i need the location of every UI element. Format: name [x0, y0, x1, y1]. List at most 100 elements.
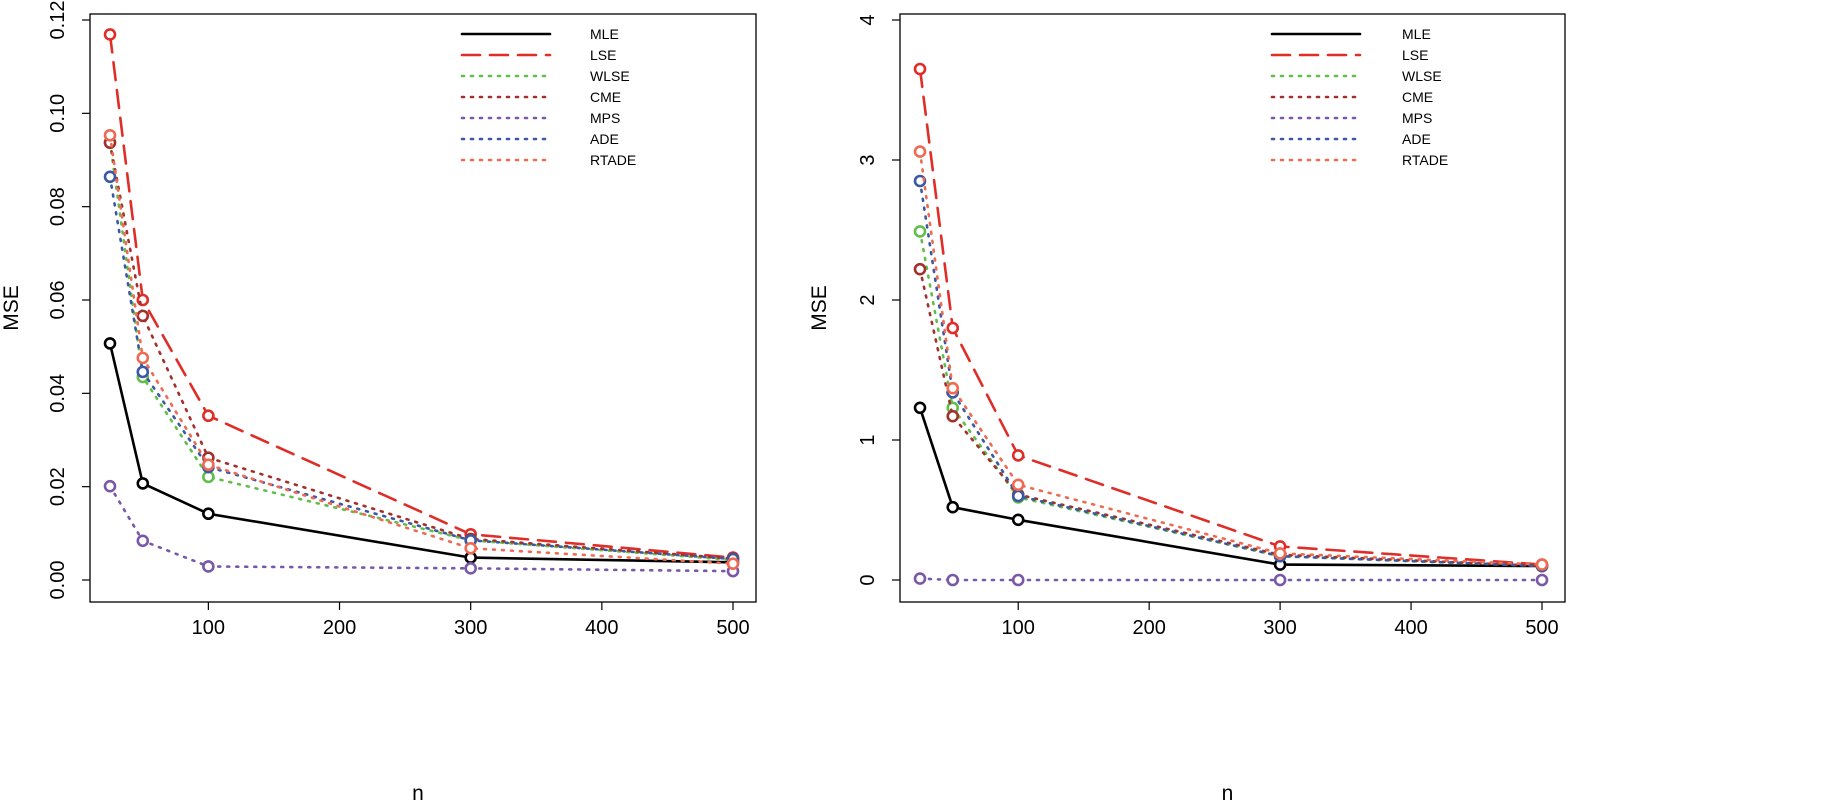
data-point: [1011, 513, 1025, 527]
series-rtade: [103, 128, 740, 570]
data-point: [103, 479, 117, 493]
x-tick-label: 100: [1002, 617, 1035, 639]
series-ade: [913, 174, 1549, 573]
x-tick-label: 300: [1263, 617, 1296, 639]
series-mle: [913, 401, 1549, 573]
series-rtade: [913, 145, 1549, 571]
series-lse: [913, 62, 1549, 571]
data-point: [136, 365, 150, 379]
data-point: [946, 573, 960, 587]
x-tick-label: 300: [454, 617, 487, 639]
data-point: [1273, 547, 1287, 560]
plot-frame: [89, 13, 757, 603]
data-point: [1535, 558, 1549, 571]
legend-label: ADE: [590, 131, 619, 147]
legend-label: WLSE: [590, 68, 630, 84]
data-point: [136, 351, 150, 365]
legend-label: LSE: [590, 47, 616, 63]
data-point: [726, 557, 740, 570]
y-axis-title: MSE: [0, 285, 23, 331]
legend-label: RTADE: [1402, 152, 1448, 168]
data-point: [202, 560, 215, 573]
data-point: [913, 572, 927, 585]
legend-label: MPS: [1402, 110, 1432, 126]
y-axis-title: MSE: [808, 285, 831, 331]
legend-label: CME: [590, 89, 621, 105]
series-lse: [103, 28, 740, 564]
legend-label: MPS: [590, 110, 620, 126]
series-line: [108, 175, 735, 561]
legend: MLE LSE WLSE CME MPS ADE RTADE: [1270, 26, 1448, 168]
data-point: [913, 401, 927, 415]
data-point: [913, 262, 927, 276]
y-tick-label: 0.08: [47, 187, 69, 226]
data-point: [202, 458, 215, 472]
data-point: [1273, 573, 1287, 587]
y-tick-label: 0.02: [47, 467, 69, 506]
series-line: [108, 140, 735, 562]
series-ade: [103, 170, 740, 566]
data-point: [1011, 449, 1025, 462]
data-point: [913, 225, 927, 238]
series-cme: [913, 262, 1549, 573]
legend-label: MLE: [590, 26, 619, 42]
y-tick-label: 4: [857, 14, 879, 25]
legend-label: RTADE: [590, 152, 636, 168]
y-tick-label: 0.12: [47, 1, 69, 40]
series-line: [108, 133, 735, 565]
data-point: [946, 500, 960, 514]
plot-frame: [899, 13, 1566, 603]
data-point: [103, 128, 117, 142]
legend-label: WLSE: [1402, 68, 1442, 84]
x-tick-label: 100: [192, 617, 225, 639]
data-point: [913, 145, 927, 158]
legend-label: ADE: [1402, 131, 1431, 147]
chart-1: 100 200 300 400 500 n 0.00 0.02 0.04 0.06 0.08 0.10…: [0, 1, 757, 805]
series-mps: [913, 572, 1549, 587]
data-point: [1535, 573, 1549, 587]
data-point: [1011, 478, 1025, 492]
data-point: [136, 534, 150, 548]
legend-label: CME: [1402, 89, 1433, 105]
series-line: [918, 150, 1544, 566]
x-tick-label: 500: [1525, 617, 1558, 639]
y-tick-label: 0.00: [47, 561, 69, 600]
data-point: [202, 507, 215, 521]
chart-2: 100 200 300 400 500 n 0 1 2 3 4 MSE MLE LSE WLSE CME MPS…: [808, 13, 1566, 805]
data-point: [464, 562, 477, 575]
series-wlse: [103, 135, 740, 567]
x-tick-label: 400: [585, 617, 618, 639]
legend-label: LSE: [1402, 47, 1428, 63]
x-axis-title: n: [1222, 782, 1234, 805]
x-tick-label: 200: [323, 617, 356, 639]
data-point: [946, 321, 960, 335]
legend: MLE LSE WLSE CME MPS ADE RTADE: [460, 26, 636, 168]
x-tick-label: 400: [1394, 617, 1427, 639]
series-line: [108, 141, 735, 560]
y-tick-label: 0.10: [47, 94, 69, 133]
data-point: [1011, 573, 1025, 587]
y-tick-label: 0: [857, 574, 879, 585]
data-point: [136, 309, 150, 323]
x-axis-title: n: [412, 782, 424, 805]
series-line: [918, 230, 1544, 568]
series-line: [918, 179, 1544, 568]
data-point: [464, 541, 477, 555]
data-point: [202, 409, 215, 423]
x-tick-label: 200: [1132, 617, 1165, 639]
data-point: [946, 381, 960, 395]
legend-label: MLE: [1402, 26, 1431, 42]
y-tick-label: 0.04: [47, 374, 69, 413]
data-point: [103, 170, 117, 184]
data-point: [103, 337, 117, 350]
y-tick-label: 1: [857, 434, 879, 445]
x-tick-label: 500: [716, 617, 749, 639]
data-point: [136, 477, 150, 490]
data-point: [913, 62, 927, 76]
data-point: [946, 409, 960, 423]
y-tick-label: 2: [857, 294, 879, 305]
y-tick-label: 0.06: [47, 281, 69, 320]
data-point: [103, 28, 117, 41]
series-cme: [103, 136, 740, 565]
